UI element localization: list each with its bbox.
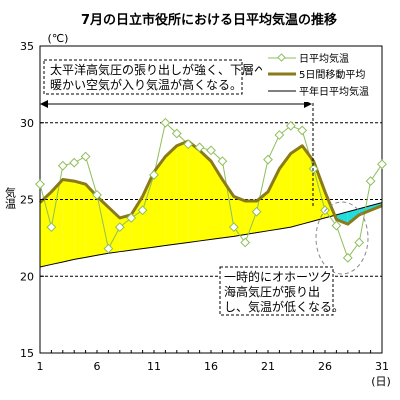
- daily-marker: [149, 170, 159, 180]
- series-line-normal: [39, 202, 383, 268]
- fill-segment: [74, 181, 86, 260]
- fill-segment: [302, 145, 314, 225]
- fill-segment: [51, 179, 63, 265]
- high-period-arrow-left: [40, 100, 48, 108]
- y-tick-label: 15: [20, 347, 34, 360]
- daily-marker: [57, 160, 68, 171]
- fill-segment: [40, 191, 52, 268]
- fill-segment: [154, 156, 166, 248]
- daily-marker: [126, 213, 137, 223]
- legend-marker-daily: [277, 53, 286, 62]
- x-tick-label: 6: [94, 360, 101, 373]
- daily-marker: [285, 120, 296, 131]
- fill-segment: [245, 201, 257, 235]
- fill-segment: [233, 196, 246, 237]
- fill-segment: [97, 196, 109, 256]
- daily-marker: [206, 145, 216, 156]
- legend-label-moving-average: 5日間移動平均: [299, 68, 365, 81]
- daily-marker: [160, 117, 171, 128]
- fill-segment: [119, 214, 132, 252]
- y-tick-label: 30: [20, 117, 34, 130]
- x-tick-label: 31: [375, 360, 389, 373]
- fill-segment: [176, 141, 189, 245]
- annotation-low-line-3: し、気温が低くなる。: [224, 299, 344, 314]
- daily-marker: [171, 128, 182, 139]
- daily-marker: [342, 252, 353, 263]
- daily-marker: [194, 142, 205, 153]
- legend-label-daily: 日平均気温: [299, 52, 349, 65]
- daily-marker: [331, 220, 342, 231]
- y-unit-label: (℃): [48, 32, 69, 45]
- daily-marker: [69, 157, 80, 168]
- daily-marker: [183, 139, 194, 150]
- annotation-box-low: [219, 266, 334, 316]
- fill-segment: [108, 207, 120, 254]
- fill-segment: [62, 179, 75, 262]
- daily-marker: [114, 222, 125, 233]
- daily-marker: [251, 206, 262, 217]
- daily-marker: [103, 243, 114, 254]
- daily-marker: [365, 176, 376, 186]
- daily-markers: [35, 117, 387, 263]
- x-tick-label: 1: [37, 360, 44, 373]
- fill-segment: [199, 150, 211, 241]
- daily-marker: [297, 125, 308, 136]
- daily-marker: [354, 237, 365, 248]
- annotation-high-line-1: 太平洋高気圧の張り出しが強く、下層へ: [50, 62, 266, 77]
- y-tick-label: 20: [20, 270, 34, 283]
- y-tick-label: 25: [20, 194, 34, 207]
- x-unit-label: (日): [371, 375, 391, 388]
- annotation-high-line-2: 暖かい空気が入り気温が高くなる。: [50, 77, 242, 92]
- fill-segment: [85, 184, 97, 258]
- fill-area-group: [40, 141, 382, 268]
- fill-segment: [336, 211, 348, 225]
- fill-segment: [256, 191, 268, 233]
- fill-segment: [165, 145, 177, 246]
- x-tick-label: 26: [318, 360, 332, 373]
- legend-label-normal: 平年日平均気温: [299, 85, 369, 98]
- daily-marker: [240, 237, 251, 248]
- y-tick-label: 35: [20, 40, 34, 53]
- y-axis-label: 気温: [4, 186, 17, 209]
- daily-marker: [217, 156, 228, 167]
- daily-marker: [137, 205, 148, 216]
- daily-marker: [46, 222, 57, 233]
- x-tick-label: 11: [147, 360, 161, 373]
- annotation-low-line-2: 海高気圧が張り出: [224, 284, 320, 299]
- fill-segment: [211, 161, 223, 240]
- daily-marker: [263, 154, 273, 165]
- x-tick-label: 16: [204, 360, 218, 373]
- x-tick-label: 21: [261, 360, 275, 373]
- daily-marker: [35, 179, 45, 190]
- daily-marker: [228, 222, 239, 233]
- fill-segment: [290, 145, 303, 228]
- fill-segment: [188, 141, 200, 243]
- daily-marker: [308, 163, 319, 174]
- annotation-box-high: [43, 59, 243, 95]
- chart-title: 7月の日立市役所における日平均気温の推移: [81, 12, 337, 28]
- fill-segment: [279, 153, 291, 229]
- daily-marker: [80, 151, 91, 162]
- low-period-ellipse: [315, 201, 369, 275]
- annotation-low-line-1: 一時的にオホーツク: [224, 269, 332, 284]
- daily-marker: [377, 159, 387, 170]
- fill-segment: [268, 168, 280, 231]
- daily-marker: [274, 130, 285, 140]
- daily-marker: [92, 189, 102, 200]
